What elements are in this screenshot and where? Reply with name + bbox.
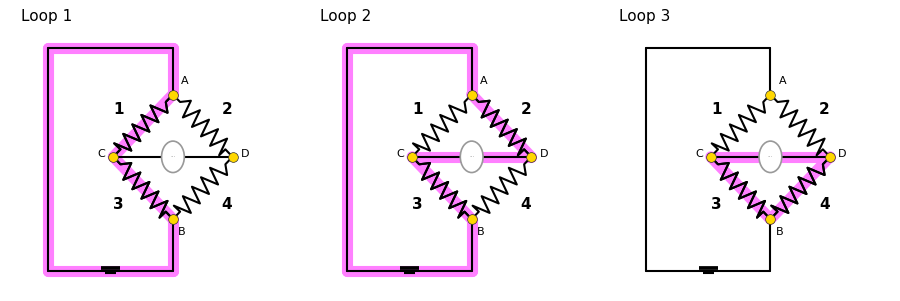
Text: 4: 4	[221, 197, 232, 212]
Text: D: D	[539, 149, 548, 159]
Ellipse shape	[162, 141, 184, 172]
Text: 3: 3	[412, 197, 423, 212]
Ellipse shape	[759, 141, 782, 172]
Text: ...: ...	[170, 153, 176, 158]
Text: 2: 2	[221, 102, 232, 117]
Text: C: C	[396, 149, 404, 159]
Text: 1: 1	[711, 102, 722, 117]
Text: ...: ...	[768, 153, 773, 158]
Text: D: D	[838, 149, 847, 159]
Text: 4: 4	[819, 197, 830, 212]
Text: 4: 4	[520, 197, 531, 212]
Text: B: B	[776, 227, 784, 237]
Text: B: B	[477, 227, 485, 237]
Text: 3: 3	[113, 197, 124, 212]
Text: A: A	[480, 76, 488, 86]
Text: 2: 2	[520, 102, 531, 117]
Text: C: C	[97, 149, 105, 159]
Text: A: A	[181, 76, 189, 86]
Text: 1: 1	[113, 102, 124, 117]
Text: ...: ...	[469, 153, 474, 158]
Text: 1: 1	[412, 102, 423, 117]
Text: A: A	[778, 76, 787, 86]
Text: 2: 2	[819, 102, 830, 117]
Text: C: C	[695, 149, 703, 159]
Text: 3: 3	[711, 197, 722, 212]
Text: Loop 1: Loop 1	[22, 9, 73, 24]
Text: Loop 2: Loop 2	[320, 9, 371, 24]
Text: D: D	[240, 149, 249, 159]
Ellipse shape	[460, 141, 483, 172]
Text: Loop 3: Loop 3	[618, 9, 670, 24]
Text: B: B	[178, 227, 186, 237]
